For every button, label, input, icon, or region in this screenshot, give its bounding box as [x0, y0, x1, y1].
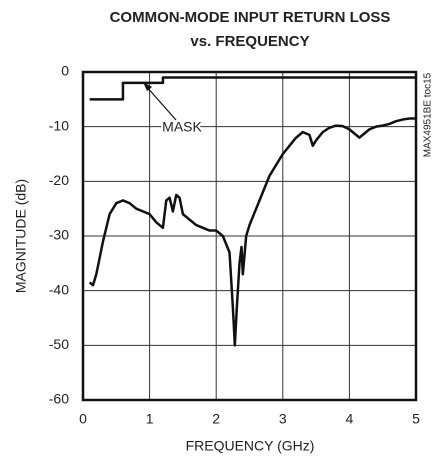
x-tick-label: 5: [412, 411, 420, 427]
y-tick-label: 0: [61, 63, 69, 79]
y-tick-label: -20: [49, 172, 69, 188]
chart-title: COMMON-MODE INPUT RETURN LOSS: [110, 9, 391, 26]
annotation-arrowhead: [143, 82, 152, 91]
data-line: [88, 117, 416, 347]
y-tick-label: -40: [49, 281, 69, 297]
y-tick-label: -60: [49, 391, 69, 407]
x-axis-label: FREQUENCY (GHz): [186, 438, 315, 454]
plot-frame: [81, 70, 418, 402]
x-tick-label: 4: [346, 411, 354, 427]
x-tick-label: 2: [212, 411, 220, 427]
annotation-arrow: [145, 85, 177, 121]
y-tick-label: -50: [49, 336, 69, 352]
x-tick-label: 0: [79, 411, 87, 427]
x-tick-label: 1: [146, 411, 154, 427]
side-note: MAX4951BE toc15: [423, 72, 434, 157]
x-tick-label: 3: [279, 411, 287, 427]
chart-title: vs. FREQUENCY: [190, 33, 309, 50]
y-axis-label: MAGNITUDE (dB): [13, 179, 29, 293]
y-tick-label: -10: [49, 117, 69, 133]
annotation: MASK: [162, 119, 202, 135]
data-line: [89, 76, 416, 101]
y-tick-label: -30: [49, 227, 69, 243]
